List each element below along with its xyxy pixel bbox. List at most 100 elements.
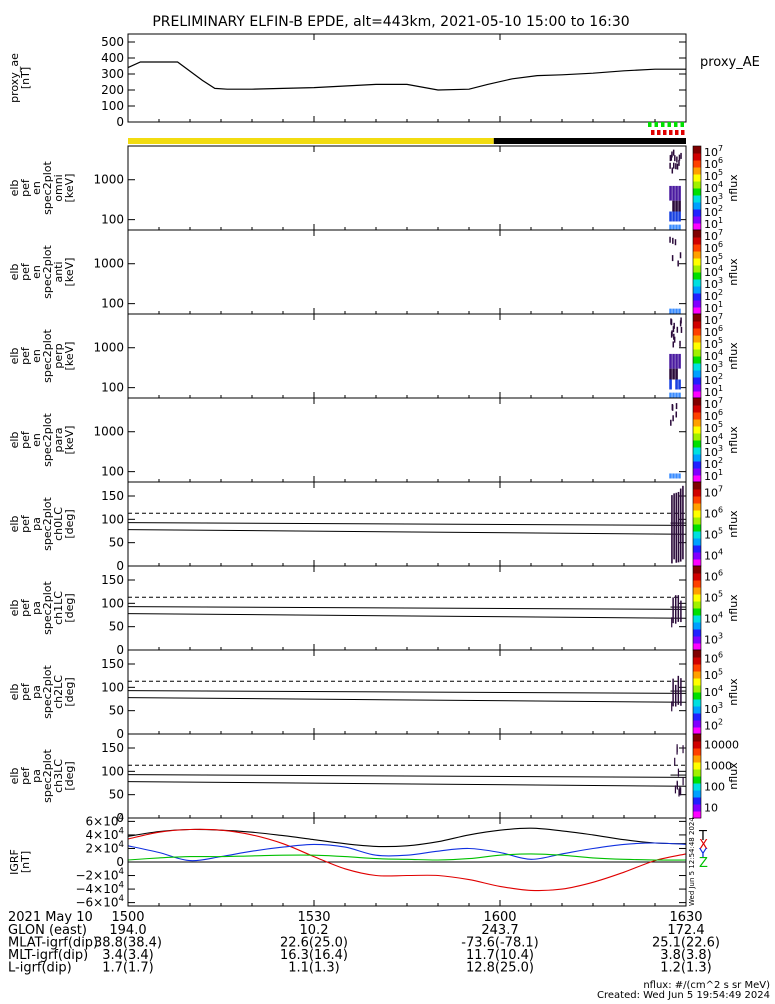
pa-cell [674,785,677,794]
spectro-cell [674,239,677,246]
orbit-row-value: 194.0 [109,923,146,938]
ylabel-line: omni [52,174,65,201]
figure-title: PRELIMINARY ELFIN-B EPDE, alt=443km, 202… [152,14,629,30]
colorbar-swatch [693,797,701,805]
orbit-row-value: 12.8(25.0) [466,961,534,976]
flag-red [663,130,667,135]
colorbar-swatch [693,776,701,784]
panel-spec_perp: elbpefenspec2plotperp[keV]10010001011021… [8,312,740,399]
colorbar-tick-label: 106 [704,324,723,339]
colorbar-tick-label: 107 [704,312,723,327]
colorbar-swatch [693,748,701,756]
ytick-label: 100 [101,297,124,311]
pa-cell [671,701,673,712]
colorbar-swatch [693,286,701,294]
spectro-cell [675,163,677,170]
ytick-label: 100 [101,465,124,479]
colorbar-swatch [693,580,701,588]
ylabel-line: pef [19,598,32,617]
spectro-cell [678,224,681,230]
ytick-label: 400 [101,51,124,65]
colorbar-tick-label: 105 [704,590,723,605]
colorbar-swatch [693,678,701,686]
ytick-label: 200 [101,83,124,97]
spectro-cell [679,340,681,347]
spectro-cell [672,308,675,314]
spectro-cell [671,330,673,337]
colorbar-swatch [693,461,701,469]
igrf-series-X [127,828,687,892]
colorbar-swatch [693,153,701,161]
colorbar-swatch [693,160,701,168]
colorbar-swatch [693,279,701,287]
ylabel-line: spec2plot [41,665,54,719]
ylabel-line: [deg] [63,761,76,790]
colorbar-tick-label: 103 [704,632,723,647]
ytick-label: 300 [101,67,124,81]
ylabel-line: [nT] [19,67,32,89]
local-pa-line [127,697,687,703]
spectro-cell [672,200,675,212]
igrf-legend-X: X [699,838,708,853]
flag-green [648,122,652,127]
pa-cell [677,675,680,705]
colorbar-swatch [693,734,701,742]
colorbar-label: nflux [727,762,740,790]
pa-cell [674,684,677,707]
ytick-label: 50 [109,536,124,550]
ylabel-line: pef [19,514,32,533]
ylabel-line: spec2plot [41,245,54,299]
panel-frame [127,33,687,123]
ylabel-line: pa [30,601,43,615]
colorbar-swatch [693,594,701,602]
colorbar-swatch [693,650,701,658]
colorbar-tick-label: 103 [704,276,723,291]
side-stamp: Wed Jun 5 12:54:48 2024 [688,817,696,906]
colorbar-tick-label: 106 [704,156,723,171]
flag-green [661,122,665,127]
spectrogram-cells [669,149,682,230]
igrf-series-Z [127,853,687,861]
colorbar-tick-label: 103 [704,701,723,716]
spectro-cell [672,353,675,369]
panel-proxy_ae: proxy_ae[nT] 0 100 200 300 400 500 proxy_AE [8,33,760,129]
colorbar-tick-label: 104 [704,611,723,626]
colorbar-tick-label: 101 [704,300,723,315]
ylabel-line: para [52,428,65,453]
spectro-cell [674,155,676,162]
flag-green [680,122,684,127]
colorbar-swatch [693,223,701,231]
colorbar-swatch [693,769,701,777]
ytick-label: −2×104 [75,867,124,882]
colorbar-swatch [693,699,701,707]
units-note: nflux: #/(cm^2 s sr MeV) [643,980,770,991]
colorbar-tick-label: 106 [704,506,723,521]
date-label: 2021 May 10 [8,910,93,925]
ylabel-line: en [30,433,43,447]
spectro-cell [678,308,681,314]
colorbar-swatch [693,237,701,245]
colorbar-swatch [693,762,701,770]
colorbar-swatch [693,671,701,679]
colorbar-swatch [693,531,701,539]
colorbar-swatch [693,489,701,497]
colorbar-swatch [693,447,701,455]
colorbar-swatch [693,433,701,441]
spectro-cell [670,319,673,326]
pa-cell [682,777,684,786]
ylabel-line: perp [52,343,65,368]
ylabel-line: spec2plot [41,329,54,383]
orbit-row-value: -73.6(-78.1) [461,936,538,951]
colorbar-tick-label: 10000 [704,739,739,752]
colorbar-tick-label: 104 [704,348,723,363]
colorbar-label: nflux [727,342,740,370]
ylabel-line: elb [8,768,21,785]
orbit-row-value: 11.7(10.4) [466,948,534,963]
colorbar-tick-label: 10 [704,802,718,815]
spectro-cell [671,255,674,262]
ylabel-line: en [30,349,43,363]
ytick-label: −4×104 [75,881,124,896]
